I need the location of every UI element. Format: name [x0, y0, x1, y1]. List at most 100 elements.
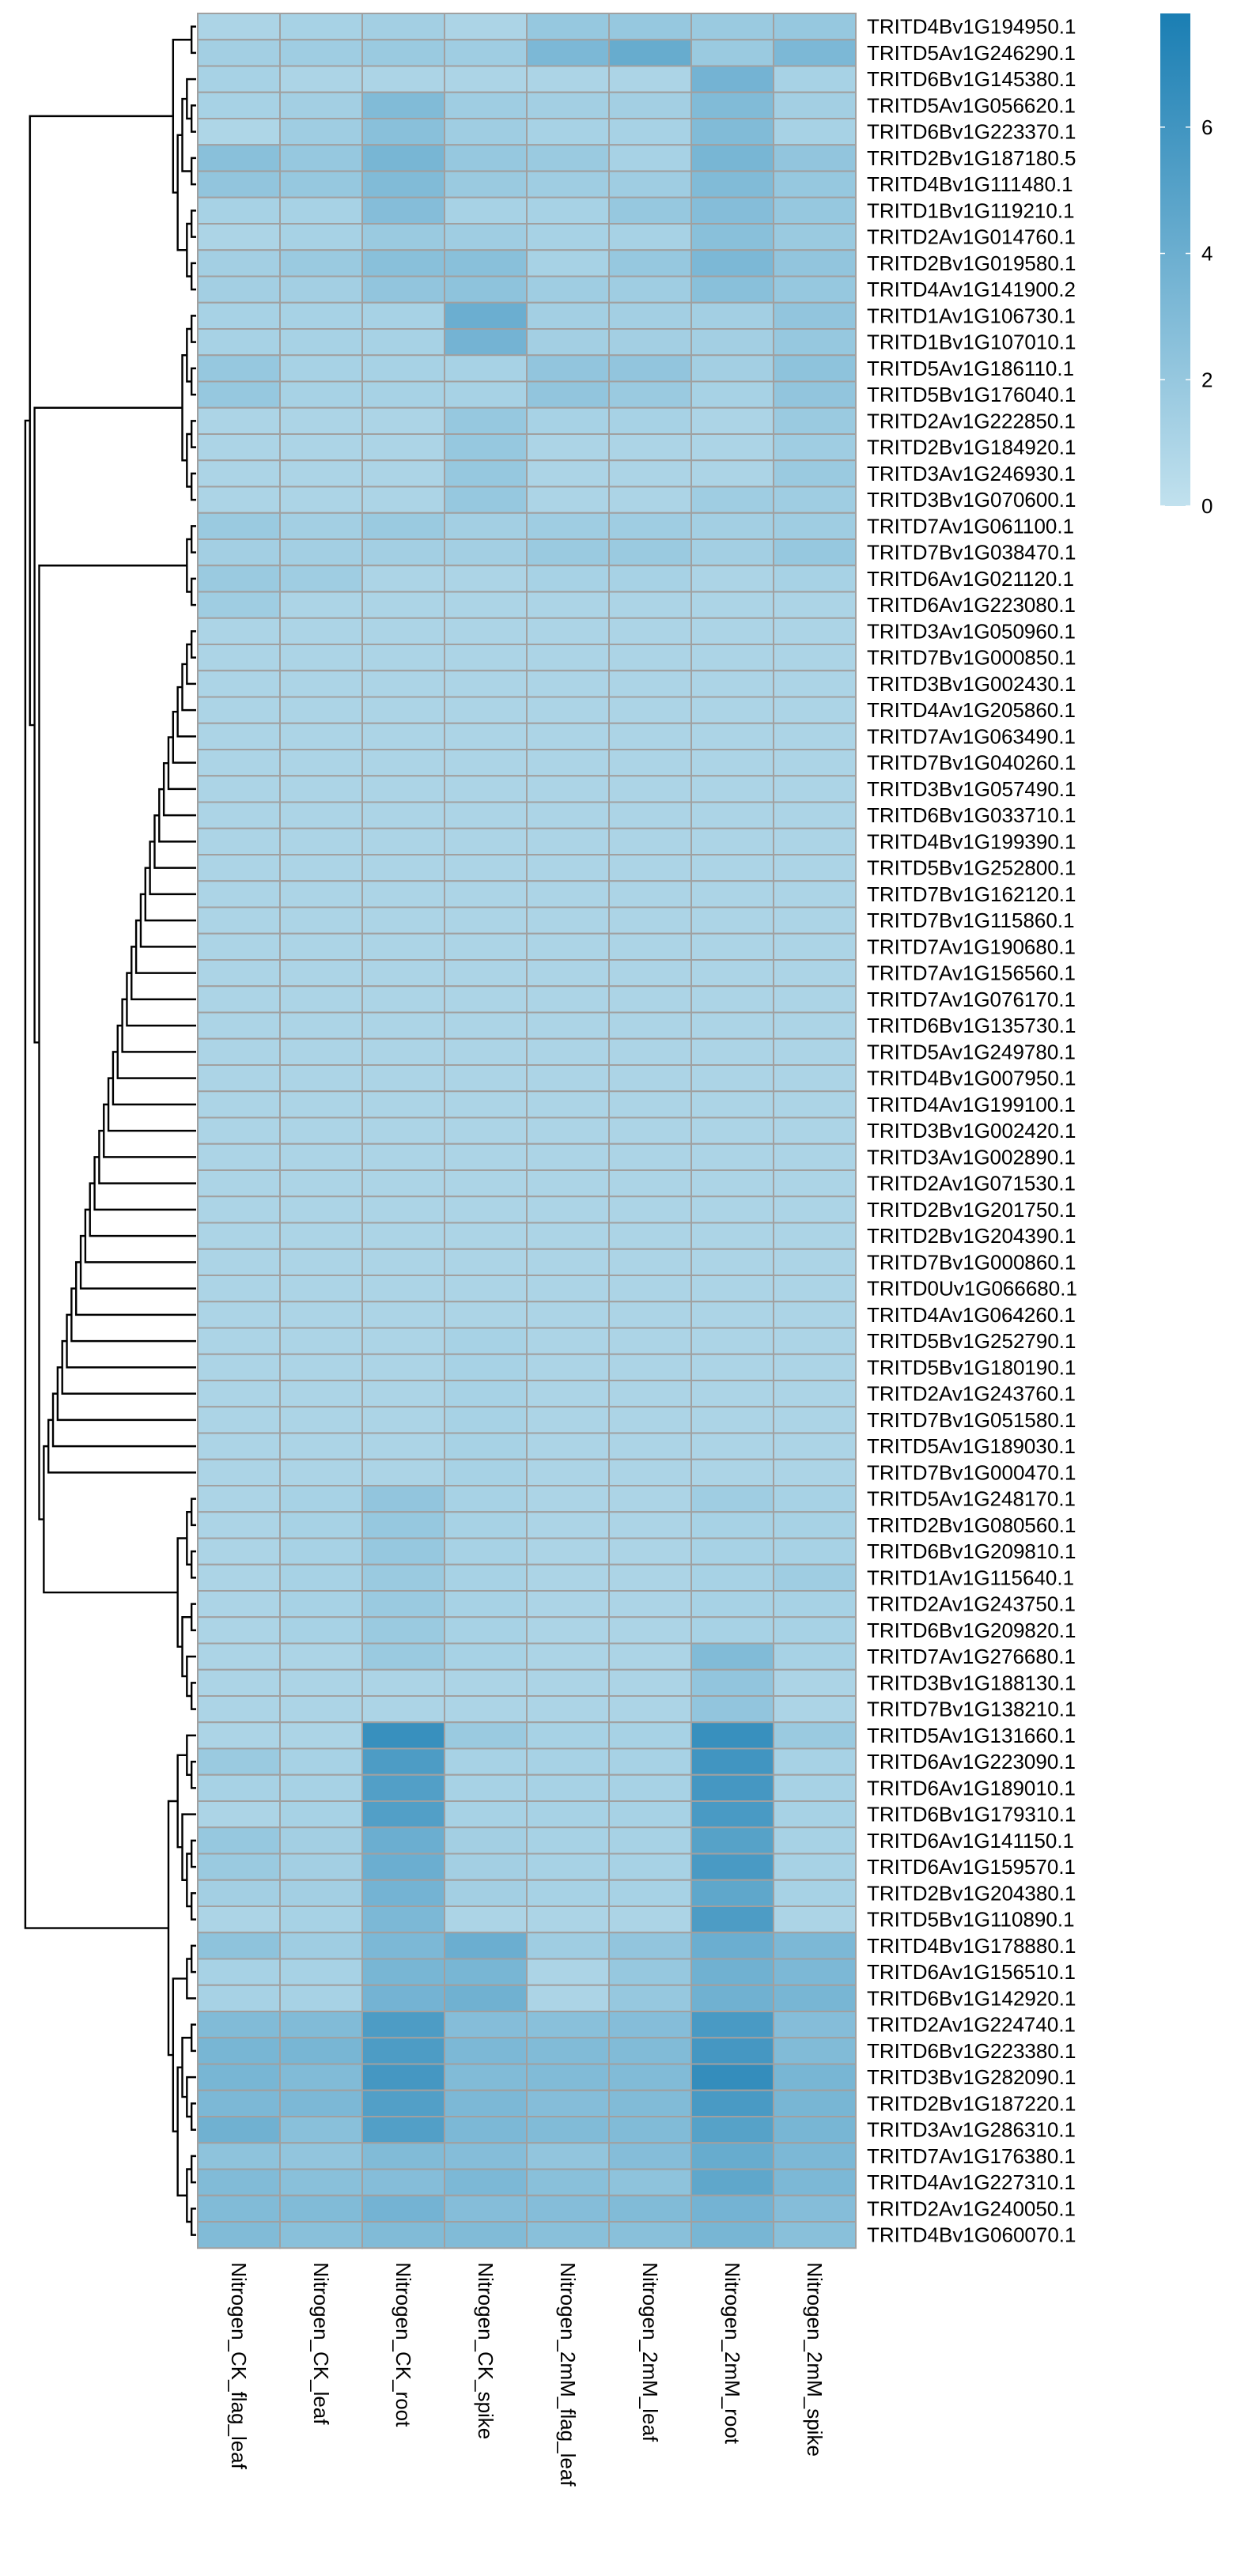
heatmap-cell [773, 223, 857, 251]
row-dendrogram [24, 25, 196, 2236]
heatmap-cell [608, 144, 692, 172]
heatmap-cell [197, 696, 281, 724]
heatmap-cell [526, 1432, 610, 1460]
heatmap-cell [279, 1668, 363, 1697]
heatmap-cell [690, 1695, 774, 1724]
heatmap-cell [773, 2168, 857, 2196]
heatmap-cell [444, 959, 528, 988]
heatmap-cell [197, 118, 281, 146]
heatmap-cell [197, 91, 281, 119]
heatmap-cell [690, 749, 774, 777]
heatmap-cell [526, 1064, 610, 1093]
heatmap-cell [608, 1116, 692, 1145]
heatmap-cell [773, 433, 857, 462]
heatmap-cell [608, 1563, 692, 1592]
heatmap-cell [197, 644, 281, 672]
heatmap-cell [279, 1932, 363, 1960]
dendrogram-branch [24, 419, 168, 1929]
heatmap-cell [773, 91, 857, 119]
heatmap-cell [279, 1800, 363, 1829]
heatmap-cell [608, 775, 692, 803]
heatmap-cell [526, 1116, 610, 1145]
heatmap-cell [361, 801, 445, 829]
dendrogram-branch [112, 1051, 196, 1106]
heatmap-cell [773, 1800, 857, 1829]
heatmap-cell [773, 65, 857, 93]
heatmap-cell [608, 301, 692, 330]
heatmap-cell [773, 1511, 857, 1539]
row-label: TRITD5Bv1G252800.1 [867, 856, 1076, 880]
heatmap-cell [197, 1853, 281, 1881]
heatmap-cell [608, 565, 692, 593]
row-label: TRITD2Bv1G187180.5 [867, 146, 1076, 170]
heatmap-cell [526, 91, 610, 119]
heatmap-cell [279, 591, 363, 619]
heatmap-cell [773, 144, 857, 172]
heatmap-cell [690, 2063, 774, 2091]
dendrogram-branch [43, 1445, 178, 1594]
heatmap-cell [690, 1275, 774, 1303]
heatmap-cells [197, 13, 857, 2249]
heatmap-cell [279, 1301, 363, 1329]
heatmap-cell [690, 565, 774, 593]
heatmap-cell [361, 565, 445, 593]
heatmap-cell [608, 2063, 692, 2091]
heatmap-cell [690, 433, 774, 462]
heatmap-cell [608, 696, 692, 724]
heatmap-cell [197, 1642, 281, 1671]
heatmap-cell [526, 1563, 610, 1592]
heatmap-cell [279, 39, 363, 67]
heatmap-cell [279, 959, 363, 988]
heatmap-cell [690, 1248, 774, 1276]
heatmap-cell [690, 591, 774, 619]
heatmap-cell [526, 2142, 610, 2170]
row-label: TRITD6Av1G021120.1 [867, 567, 1074, 591]
heatmap-cell [608, 275, 692, 304]
heatmap-cell [444, 196, 528, 225]
heatmap-cell [197, 1668, 281, 1697]
heatmap-cell [197, 1984, 281, 2012]
heatmap-cell [361, 1327, 445, 1355]
heatmap-cell [690, 328, 774, 357]
dendrogram-branch [190, 2208, 196, 2236]
heatmap-cell [773, 1668, 857, 1697]
heatmap-cell [197, 433, 281, 462]
heatmap-cell [197, 2221, 281, 2249]
heatmap-cell [773, 354, 857, 383]
heatmap-cell [444, 249, 528, 278]
column-label: Nitrogen_CK_spike [474, 2262, 497, 2439]
heatmap-cell [197, 880, 281, 908]
heatmap-cell [526, 459, 610, 488]
heatmap-cell [690, 2142, 774, 2170]
heatmap-cell [526, 1248, 610, 1276]
heatmap-cell [197, 223, 281, 251]
heatmap-cell [526, 722, 610, 750]
heatmap-cell [690, 1537, 774, 1566]
heatmap-cell [608, 1590, 692, 1618]
heatmap-cell [197, 1721, 281, 1750]
heatmap-cell [197, 1353, 281, 1381]
heatmap-cell [690, 644, 774, 672]
heatmap-cell [526, 2011, 610, 2039]
heatmap-cell [444, 2168, 528, 2196]
row-label: TRITD4Av1G064260.1 [867, 1303, 1076, 1327]
heatmap-cell [526, 1169, 610, 1198]
heatmap-cell [608, 2037, 692, 2065]
row-label: TRITD3Bv1G282090.1 [867, 2065, 1076, 2089]
heatmap-cell [526, 644, 610, 672]
row-label: TRITD4Av1G227310.1 [867, 2170, 1076, 2194]
heatmap-cell [526, 538, 610, 567]
heatmap-cell [608, 854, 692, 882]
heatmap-cell [444, 2089, 528, 2117]
dendrogram-branch [93, 1156, 196, 1211]
heatmap-cell [690, 2089, 774, 2117]
heatmap-cell [361, 459, 445, 488]
heatmap-cell [197, 1327, 281, 1355]
dendrogram-branch [28, 115, 173, 727]
heatmap-cell [444, 1169, 528, 1198]
heatmap-cell [608, 1932, 692, 1960]
heatmap-cell [197, 328, 281, 357]
heatmap-cell [773, 13, 857, 41]
heatmap-cell [690, 801, 774, 829]
row-label: TRITD6Bv1G033710.1 [867, 803, 1076, 827]
